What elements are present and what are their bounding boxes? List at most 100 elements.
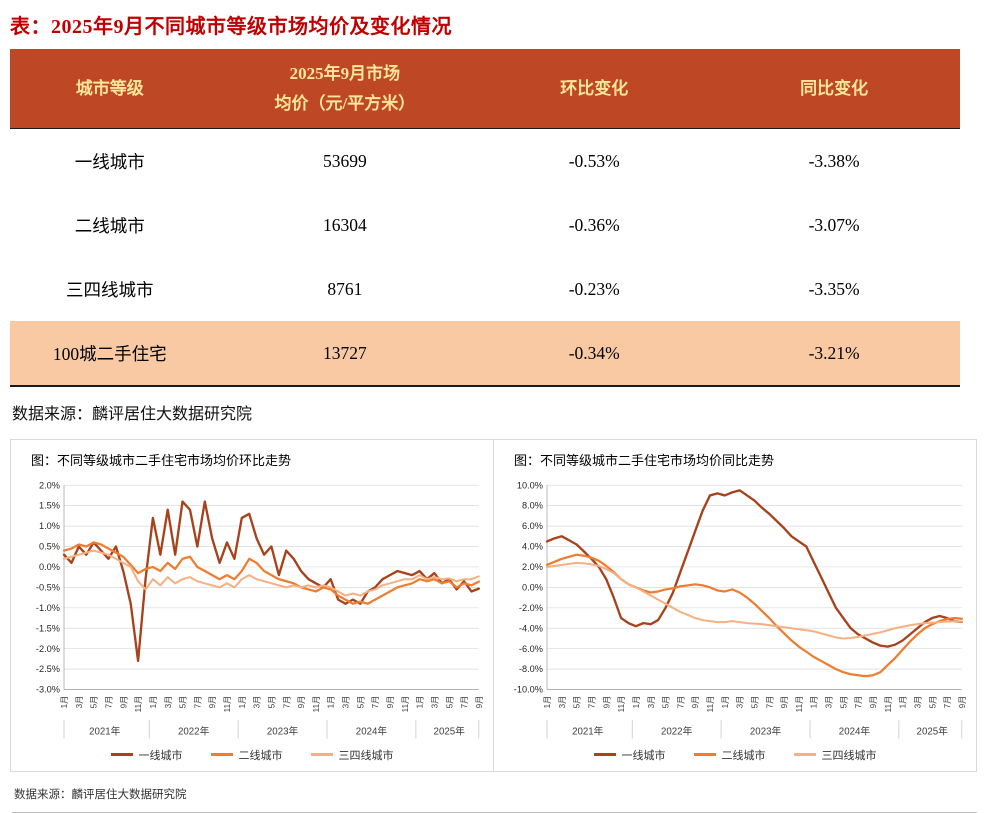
series-line-tier3-4 — [545, 561, 963, 640]
legend-item-tier1: 一线城市 — [593, 747, 666, 763]
x-tick-label: 1月 — [632, 696, 641, 709]
market-price-table: 城市等级 2025年9月市场 均价（元/平方米） 环比变化 同比变化 一线城市 … — [10, 49, 960, 387]
city-tier-cell: 三四线城市 — [66, 279, 154, 300]
table-row-tier1: 一线城市 53699 -0.53% -3.38% — [10, 129, 960, 193]
charts-section: 图：不同等级城市二手住宅市场均价环比走势 2.0% 1.5% 1.0% 0.5% 0.0… — [10, 439, 977, 772]
x-tick-label: 7月 — [460, 696, 469, 709]
x-tick-label: 5月 — [445, 696, 454, 709]
y-tick-label: 1.0% — [39, 521, 60, 531]
yoy-trend-line-chart: 10.0% 8.0% 6.0% 4.0% 2.0% 0.0% -2.0% -4.0% -6.0%… — [514, 480, 967, 739]
price-cell: 53699 — [323, 150, 367, 171]
year-label: 2021年 — [572, 725, 604, 738]
footer-source-note: 数据来源：麟评居住大数据研究院 — [12, 784, 977, 813]
y-tick-label: -6.0% — [519, 644, 543, 654]
table-row-100-cities: 100城二手住宅 13727 -0.34% -3.21% — [10, 321, 960, 385]
year-label: 2025年 — [434, 725, 466, 738]
year-label: 2024年 — [356, 725, 388, 738]
x-tick-label: 5月 — [356, 696, 365, 709]
x-tick-label: 5月 — [839, 696, 848, 709]
table-header-row: 城市等级 2025年9月市场 均价（元/平方米） 环比变化 同比变化 — [10, 49, 960, 129]
year-label: 2021年 — [89, 725, 121, 738]
mom-cell: -0.23% — [568, 278, 620, 299]
y-tick-label: 0.5% — [39, 542, 60, 552]
x-tick-label: 1月 — [149, 696, 158, 709]
y-tick-label: -0.5% — [36, 582, 60, 592]
x-tick-label: 7月 — [105, 696, 114, 709]
col-header-price-line2: 均价（元/平方米） — [274, 93, 416, 113]
chart-legend-yoy: 一线城市 二线城市 三四线城市 — [500, 747, 970, 763]
y-tick-label: 2.0% — [522, 562, 543, 572]
page-title: 表：2025年9月不同城市等级市场均价及变化情况 — [10, 16, 452, 38]
legend-item-tier3-4: 三四线城市 — [310, 747, 394, 763]
legend-swatch-tier1 — [593, 753, 616, 757]
col-header-city-tier: 城市等级 — [75, 78, 144, 98]
col-header-mom: 环比变化 — [560, 78, 629, 98]
mom-cell: -0.34% — [568, 342, 620, 363]
x-tick-label: 3月 — [75, 696, 84, 709]
city-tier-cell: 二线城市 — [74, 215, 145, 236]
y-tick-label: -10.0% — [514, 685, 543, 695]
series-line-tier3-4 — [62, 549, 480, 597]
x-tick-label: 3月 — [736, 696, 745, 709]
x-tick-label: 11月 — [312, 696, 321, 713]
chart-title-yoy: 图：不同等级城市二手住宅市场均价同比走势 — [514, 453, 775, 468]
y-tick-label: -3.0% — [36, 685, 60, 695]
year-label: 2025年 — [917, 725, 949, 738]
x-tick-label: 11月 — [884, 696, 893, 713]
y-tick-label: 10.0% — [517, 480, 543, 490]
city-tier-cell: 100城二手住宅 — [52, 343, 167, 364]
x-tick-label: 9月 — [386, 696, 395, 709]
x-tick-label: 5月 — [662, 696, 671, 709]
x-tick-label: 1月 — [899, 696, 908, 709]
x-tick-label: 5月 — [750, 696, 759, 709]
x-tick-label: 1月 — [543, 696, 552, 709]
x-tick-label: 9月 — [691, 696, 700, 709]
x-tick-label: 3月 — [342, 696, 351, 709]
x-tick-label: 7月 — [943, 696, 952, 709]
legend-item-tier2: 二线城市 — [693, 747, 766, 763]
price-cell: 13727 — [323, 342, 367, 363]
x-tick-label: 7月 — [854, 696, 863, 709]
data-source-note: 数据来源：麟评居住大数据研究院 — [12, 406, 253, 423]
yoy-cell: -3.07% — [808, 214, 860, 235]
price-cell: 8761 — [327, 278, 363, 299]
x-tick-label: 9月 — [869, 696, 878, 709]
legend-item-tier2: 二线城市 — [210, 747, 283, 763]
x-tick-label: 5月 — [267, 696, 276, 709]
table-row-tier3-4: 三四线城市 8761 -0.23% -3.35% — [10, 257, 960, 321]
x-tick-label: 11月 — [134, 696, 143, 713]
legend-label-tier2: 二线城市 — [238, 749, 283, 762]
x-tick-label: 5月 — [928, 696, 937, 709]
x-tick-label: 3月 — [913, 696, 922, 709]
x-tick-label: 11月 — [706, 696, 715, 713]
x-tick-label: 1月 — [60, 696, 69, 709]
x-tick-label: 11月 — [223, 696, 232, 713]
year-label: 2024年 — [839, 725, 871, 738]
x-tick-label: 7月 — [588, 696, 597, 709]
mom-cell: -0.53% — [568, 150, 620, 171]
x-tick-label: 11月 — [401, 696, 410, 713]
year-label: 2023年 — [267, 725, 299, 738]
x-tick-label: 3月 — [647, 696, 656, 709]
x-tick-label: 9月 — [475, 696, 484, 709]
y-tick-label: 0.0% — [39, 562, 60, 572]
x-tick-label: 3月 — [164, 696, 173, 709]
x-tick-label: 9月 — [958, 696, 967, 709]
series-line-tier2 — [62, 541, 480, 605]
col-header-price-line1: 2025年9月市场 — [289, 63, 401, 83]
x-tick-label: 3月 — [253, 696, 262, 709]
x-tick-label: 9月 — [208, 696, 217, 709]
chart-legend-mom: 一线城市 二线城市 三四线城市 — [17, 747, 487, 763]
legend-label-tier3-4: 三四线城市 — [338, 749, 394, 762]
mom-trend-line-chart: 2.0% 1.5% 1.0% 0.5% 0.0% -0.5% -1.0% -1.5% -2.0%… — [36, 480, 484, 739]
x-tick-label: 5月 — [90, 696, 99, 709]
x-tick-label: 5月 — [573, 696, 582, 709]
y-tick-label: 6.0% — [522, 521, 543, 531]
col-header-price: 2025年9月市场 均价（元/平方米） — [210, 59, 481, 119]
y-tick-label: -1.5% — [36, 623, 60, 633]
chart-title-mom: 图：不同等级城市二手住宅市场均价环比走势 — [31, 453, 292, 468]
x-tick-label: 1月 — [721, 696, 730, 709]
y-tick-label: -1.0% — [36, 603, 60, 613]
x-tick-label: 11月 — [795, 696, 804, 713]
